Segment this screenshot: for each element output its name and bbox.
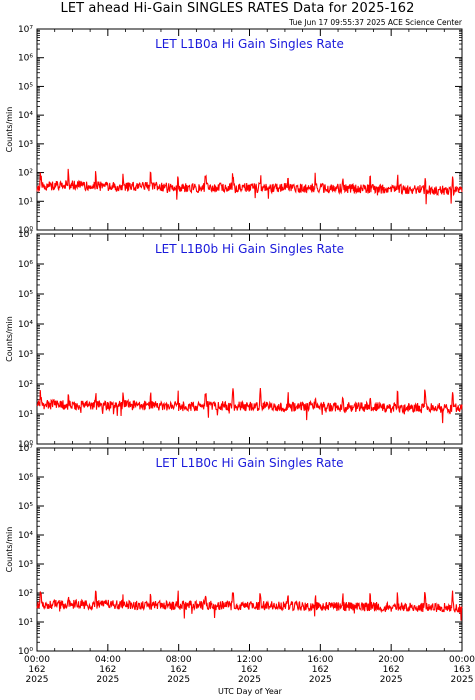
x-tick-day-label: 162 (383, 665, 400, 675)
plot-frame (36, 28, 463, 231)
x-tick-time-label: 12:00 (237, 655, 263, 665)
y-tick-label: 10⁶ (18, 54, 33, 64)
x-tick-time-label: 00:00 (24, 655, 50, 665)
y-tick-label: 10⁷ (18, 230, 33, 240)
plot-frame (36, 233, 463, 445)
y-tick-label: 10⁰ (18, 647, 33, 657)
y-tick-label: 10² (18, 169, 33, 179)
x-tick-day-label: 162 (241, 665, 258, 675)
x-tick-year-label: 2025 (238, 675, 261, 685)
y-axis-title: Counts/min (5, 527, 14, 573)
x-tick-time-label: 16:00 (307, 655, 333, 665)
x-tick-time-label: 00:00 (449, 655, 475, 665)
y-tick-label: 10⁴ (18, 111, 33, 121)
y-tick-label: 10³ (18, 560, 33, 570)
y-tick-label: 10⁷ (18, 25, 33, 35)
rate-series-line (36, 590, 463, 621)
x-tick-year-label: 2025 (380, 675, 403, 685)
x-tick-day-label: 162 (28, 665, 45, 675)
x-tick-day-label: 163 (453, 665, 470, 675)
x-tick-year-label: 2025 (26, 675, 49, 685)
chart-main-title: LET ahead Hi-Gain SINGLES RATES Data for… (60, 1, 415, 16)
y-tick-label: 10⁵ (18, 82, 33, 92)
y-tick-label: 10³ (18, 350, 33, 360)
x-tick-day-label: 162 (312, 665, 329, 675)
y-tick-label: 10⁷ (18, 444, 33, 454)
y-tick-label: 10² (18, 380, 33, 390)
x-axis-title: UTC Day of Year (218, 687, 282, 696)
rate-series-line (36, 387, 463, 424)
y-tick-label: 10⁴ (18, 320, 33, 330)
panel-title: LET L1B0a Hi Gain Singles Rate (155, 37, 344, 51)
x-tick-time-label: 08:00 (166, 655, 192, 665)
x-tick-time-label: 20:00 (378, 655, 404, 665)
x-tick-year-label: 2025 (167, 675, 190, 685)
y-axis-title: Counts/min (5, 107, 14, 153)
generation-timestamp: Tue Jun 17 09:55:37 2025 ACE Science Cen… (289, 18, 462, 27)
x-tick-year-label: 2025 (451, 675, 474, 685)
y-tick-label: 10⁰ (18, 440, 33, 450)
y-tick-label: 10⁵ (18, 290, 33, 300)
y-tick-label: 10¹ (18, 197, 33, 207)
x-tick-year-label: 2025 (309, 675, 332, 685)
y-tick-label: 10² (18, 589, 33, 599)
y-tick-label: 10¹ (18, 618, 33, 628)
plot-frame (36, 447, 463, 652)
y-tick-label: 10¹ (18, 410, 33, 420)
x-tick-day-label: 162 (170, 665, 187, 675)
y-tick-label: 10⁵ (18, 502, 33, 512)
y-tick-label: 10⁰ (18, 226, 33, 236)
panel-title: LET L1B0c Hi Gain Singles Rate (155, 456, 343, 470)
y-tick-label: 10⁶ (18, 260, 33, 270)
panel-title: LET L1B0b Hi Gain Singles Rate (155, 242, 344, 256)
y-tick-label: 10³ (18, 140, 33, 150)
y-tick-label: 10⁶ (18, 473, 33, 483)
rate-series-line (36, 168, 463, 205)
y-axis-title: Counts/min (5, 316, 14, 362)
x-tick-day-label: 162 (99, 665, 116, 675)
x-tick-time-label: 04:00 (95, 655, 121, 665)
x-tick-year-label: 2025 (96, 675, 119, 685)
y-tick-label: 10⁴ (18, 531, 33, 541)
